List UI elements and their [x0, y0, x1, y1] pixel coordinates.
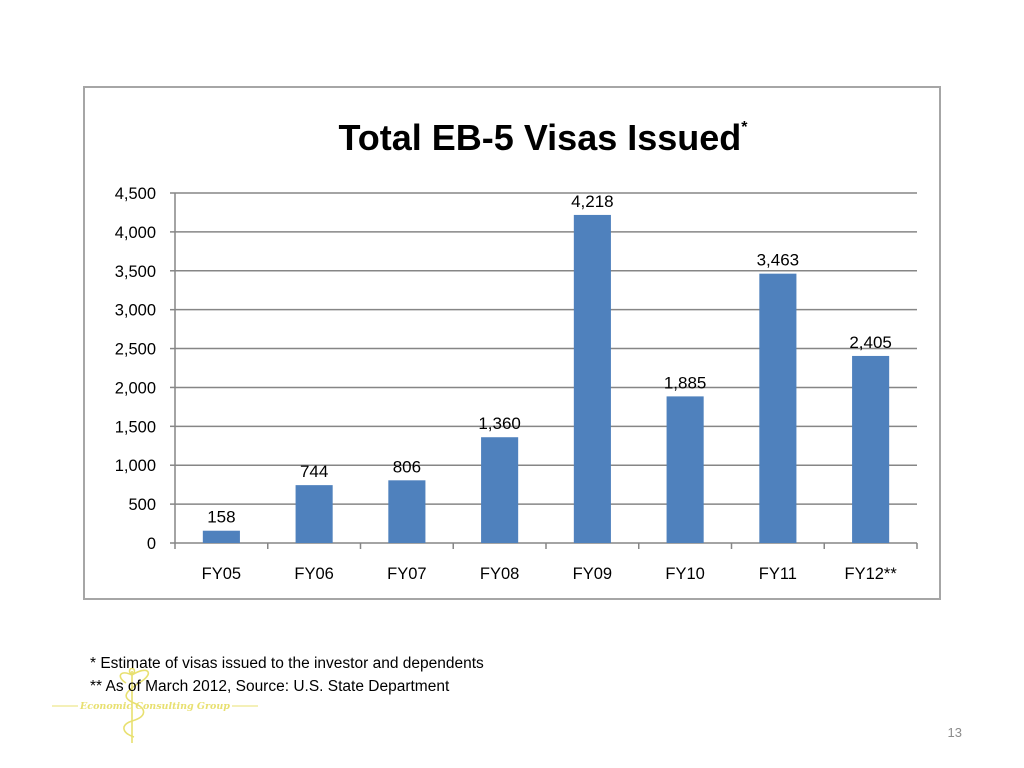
x-tick-label: FY08 [480, 565, 519, 583]
caduceus-icon [119, 667, 150, 743]
y-tick-label: 2,500 [115, 341, 156, 359]
bar-chart: Total EB-5 Visas Issued* 0 500 1,000 1,500 2,… [115, 117, 918, 583]
x-tick-label: FY05 [202, 565, 241, 583]
y-tick-label: 4,000 [115, 224, 156, 242]
bar [759, 273, 797, 543]
x-tick-label: FY06 [294, 565, 333, 583]
y-tick-label: 1,000 [115, 457, 156, 475]
x-tick-label: FY12** [844, 565, 897, 583]
bar [666, 396, 704, 543]
data-label: 4,218 [571, 192, 614, 211]
y-tick-label: 3,000 [115, 302, 156, 320]
data-label: 1,885 [664, 373, 707, 392]
y-tick-label: 500 [128, 496, 156, 514]
data-label: 2,405 [849, 333, 892, 352]
x-tick-label: FY11 [759, 565, 797, 583]
chart-title: Total EB-5 Visas Issued* [338, 117, 748, 158]
x-tick-label: FY09 [573, 565, 612, 583]
bar [481, 437, 519, 543]
data-label: 744 [300, 462, 328, 481]
y-tick-label: 3,500 [115, 263, 156, 281]
y-tick-label: 4,500 [115, 185, 156, 203]
logo-text: Economic Consulting Group [79, 701, 230, 712]
data-label: 158 [207, 508, 235, 527]
x-tick-label: FY07 [387, 565, 426, 583]
footnote-estimate: * Estimate of visas issued to the invest… [90, 655, 484, 672]
footnote-source: ** As of March 2012, Source: U.S. State … [90, 678, 450, 695]
bar [388, 480, 426, 543]
bar [573, 214, 611, 543]
page-number: 13 [947, 725, 962, 740]
bar [202, 530, 240, 543]
y-tick-label: 2,000 [115, 379, 156, 397]
data-label: 1,360 [478, 414, 521, 433]
footnotes: * Estimate of visas issued to the invest… [90, 652, 484, 698]
y-tick-label: 0 [147, 535, 156, 553]
data-label: 3,463 [757, 251, 800, 270]
y-tick-label: 1,500 [115, 418, 156, 436]
x-tick-label: FY10 [665, 565, 704, 583]
data-label: 806 [393, 457, 421, 476]
bar [295, 485, 333, 543]
chart-container: Total EB-5 Visas Issued* 0 500 1,000 1,500 2,… [83, 86, 941, 600]
bar [852, 355, 890, 543]
company-logo: Economic Consulting Group [52, 667, 258, 743]
